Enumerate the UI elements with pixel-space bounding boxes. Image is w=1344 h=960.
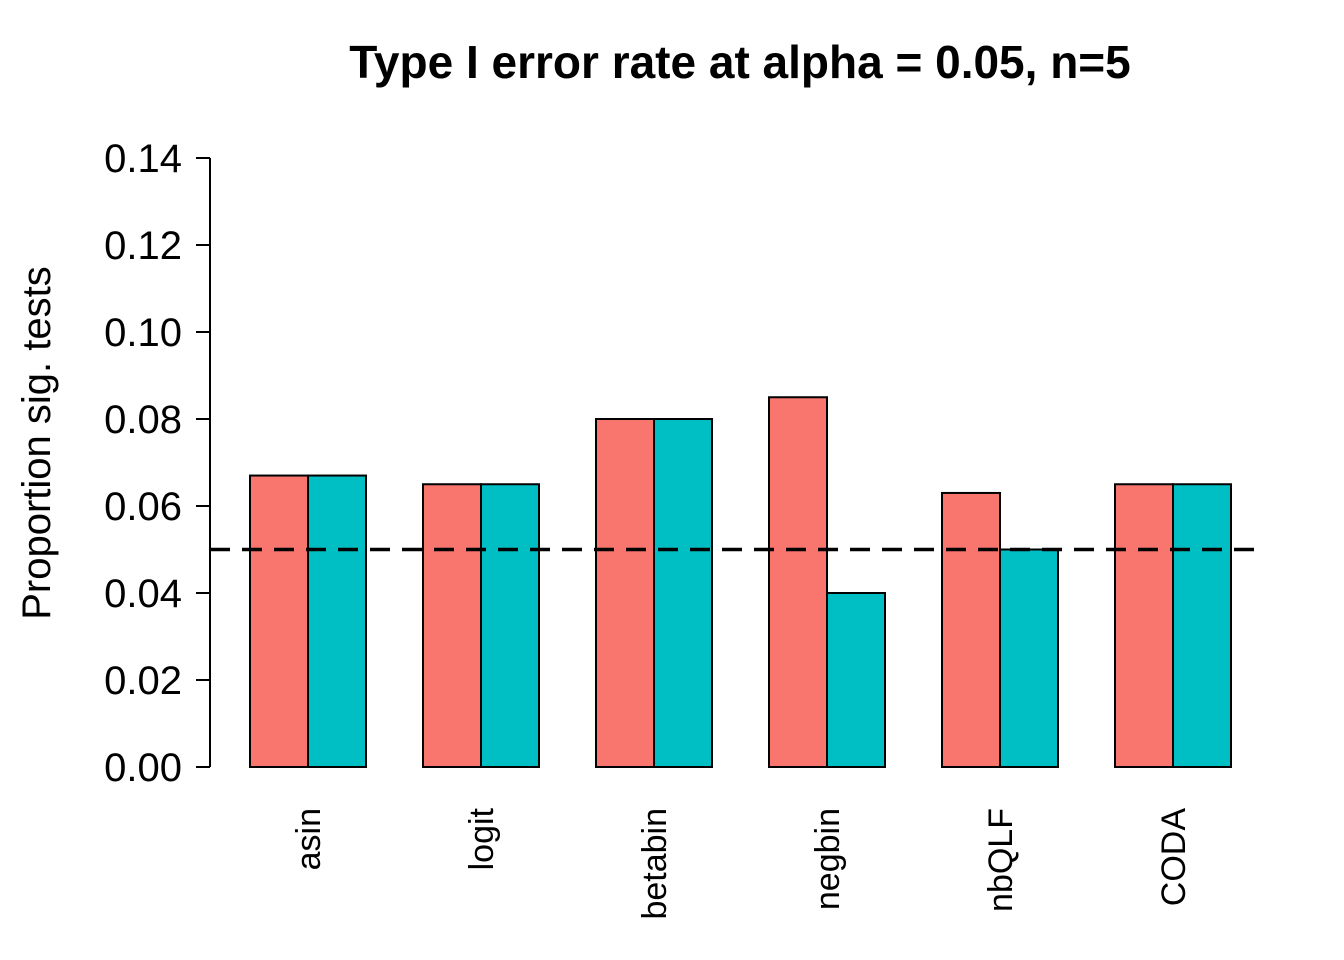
- bar-betabin-series-1: [595, 418, 655, 768]
- x-tick-label-logit: logit: [463, 807, 501, 870]
- bar-asin-series-1: [249, 474, 309, 768]
- bar-negbin-series-2: [826, 592, 886, 768]
- bar-nbQLF-series-2: [999, 548, 1059, 768]
- y-axis-title: Proportion sig. tests: [15, 266, 59, 620]
- bars: [249, 396, 1232, 768]
- bar-negbin-series-1: [768, 396, 828, 768]
- y-tick-label: 0.14: [104, 137, 182, 181]
- y-axis: 0.00 0.02 0.04 0.06 0.08 0.10 0.12 0.14: [104, 137, 211, 790]
- chart-title: Type I error rate at alpha = 0.05, n=5: [349, 36, 1131, 88]
- x-tick-label-CODA: CODA: [1155, 808, 1193, 907]
- x-axis-labels: asin logit betabin negbin nbQLF CODA: [290, 807, 1193, 919]
- bar-asin-series-2: [307, 474, 367, 768]
- bar-betabin-series-2: [653, 418, 713, 768]
- y-tick-label: 0.00: [104, 746, 182, 790]
- y-tick-label: 0.02: [104, 659, 182, 703]
- bar-CODA-series-1: [1114, 483, 1174, 768]
- y-tick-label: 0.12: [104, 224, 182, 268]
- x-tick-label-betabin: betabin: [636, 808, 674, 920]
- bar-nbQLF-series-1: [941, 491, 1001, 768]
- y-tick-label: 0.06: [104, 485, 182, 529]
- y-tick-label: 0.08: [104, 398, 182, 442]
- bar-logit-series-1: [422, 483, 482, 768]
- y-tick-label: 0.04: [104, 572, 182, 616]
- x-tick-label-asin: asin: [290, 808, 328, 870]
- y-tick-label: 0.10: [104, 311, 182, 355]
- x-tick-label-nbQLF: nbQLF: [982, 808, 1020, 912]
- x-tick-label-negbin: negbin: [809, 808, 847, 910]
- bar-logit-series-2: [480, 483, 540, 768]
- bar-CODA-series-2: [1172, 483, 1232, 768]
